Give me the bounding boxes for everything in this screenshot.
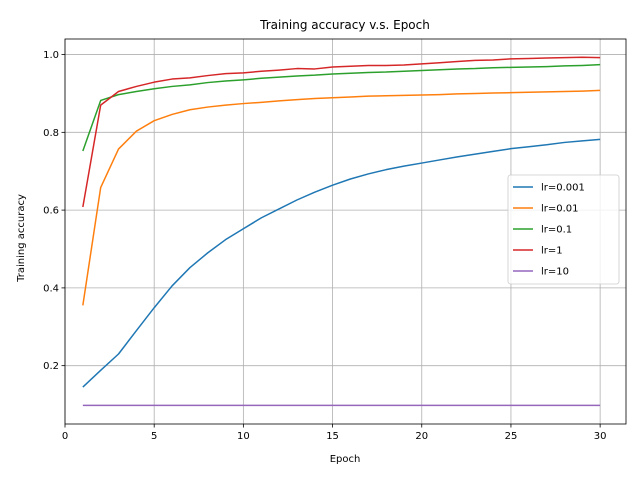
legend-label: lr=10: [541, 267, 569, 278]
series-line-1: [82, 89, 601, 306]
x-tick-label: 0: [62, 431, 68, 442]
y-tick-label: 0.6: [43, 206, 59, 217]
y-tick-label: 0.4: [43, 283, 59, 294]
legend: lr=0.001 lr=0.01 lr=0.1 lr=1 lr=10: [507, 174, 620, 285]
x-axis-label: Epoch: [330, 454, 361, 465]
y-axis-label: Training accuracy: [16, 194, 27, 283]
y-tick-label: 0.2: [43, 361, 59, 372]
series-lines: [82, 56, 601, 407]
series-line-3: [82, 56, 601, 208]
chart-title: Training accuracy v.s. Epoch: [259, 18, 430, 32]
x-tick-label: 20: [415, 431, 428, 442]
legend-label: lr=0.01: [541, 204, 579, 215]
legend-label: lr=0.1: [541, 225, 572, 236]
x-axis: 0 5 10 15 20 25 30: [62, 424, 607, 442]
x-tick-label: 10: [237, 431, 250, 442]
plot-frame: [64, 38, 627, 425]
x-tick-label: 5: [151, 431, 157, 442]
legend-label: lr=0.001: [541, 183, 585, 194]
x-tick-label: 25: [505, 431, 518, 442]
series-line-0: [82, 138, 601, 388]
y-tick-label: 0.8: [43, 128, 59, 139]
x-tick-label: 15: [326, 431, 339, 442]
x-tick-label: 30: [594, 431, 607, 442]
legend-label: lr=1: [541, 246, 563, 257]
series-line-2: [82, 63, 601, 152]
legend-box: [507, 174, 620, 285]
y-axis: 0.2 0.4 0.6 0.8 1.0: [43, 50, 65, 372]
y-tick-label: 1.0: [43, 50, 59, 61]
